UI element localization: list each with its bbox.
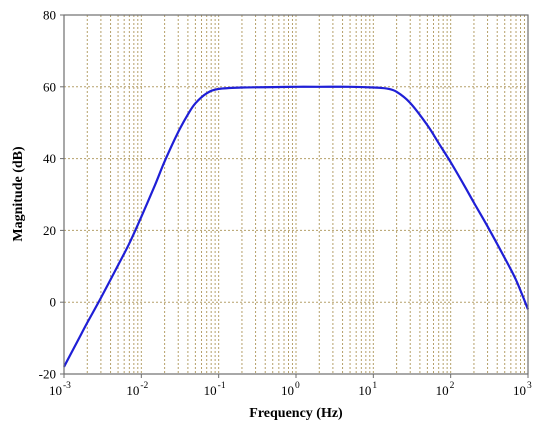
x-axis: 10 -3 10 -2 10 -1 10 0 10 1 10 2 10 3 [49,374,532,398]
y-tick-label: -20 [39,367,56,382]
x-tick-label: 10 -3 [49,381,71,398]
x-tick-base: 10 [436,383,449,398]
x-tick-exponent: 2 [450,381,455,391]
x-tick-label: 10 1 [358,381,377,398]
x-tick-label: 10 -2 [126,381,148,398]
y-tick-label: 80 [43,8,56,23]
y-tick-label: 60 [43,79,56,94]
y-tick-label: 0 [50,295,57,310]
x-tick-exponent: 3 [527,381,532,391]
x-tick-base: 10 [204,383,217,398]
x-tick-base: 10 [49,383,62,398]
x-tick-exponent: -3 [63,381,71,391]
x-tick-exponent: -1 [218,381,226,391]
x-tick-base: 10 [126,383,139,398]
series-layer [63,85,530,368]
x-tick-base: 10 [358,383,371,398]
series-line [63,85,530,368]
x-tick-exponent: 0 [295,381,300,391]
grid [64,15,528,374]
x-tick-label: 10 -1 [204,381,226,398]
x-tick-base: 10 [281,383,294,398]
y-tick-label: 20 [43,223,56,238]
x-tick-exponent: 1 [372,381,377,391]
x-tick-base: 10 [513,383,526,398]
y-axis-title: Magnitude (dB) [11,146,26,242]
x-axis-title: Frequency (Hz) [249,406,343,421]
x-tick-label: 10 3 [513,381,532,398]
x-tick-label: 10 2 [436,381,455,398]
x-tick-exponent: -2 [140,381,148,391]
y-axis: -20 0 20 40 60 80 [39,8,64,382]
y-tick-label: 40 [43,151,56,166]
x-tick-label: 10 0 [281,381,300,398]
